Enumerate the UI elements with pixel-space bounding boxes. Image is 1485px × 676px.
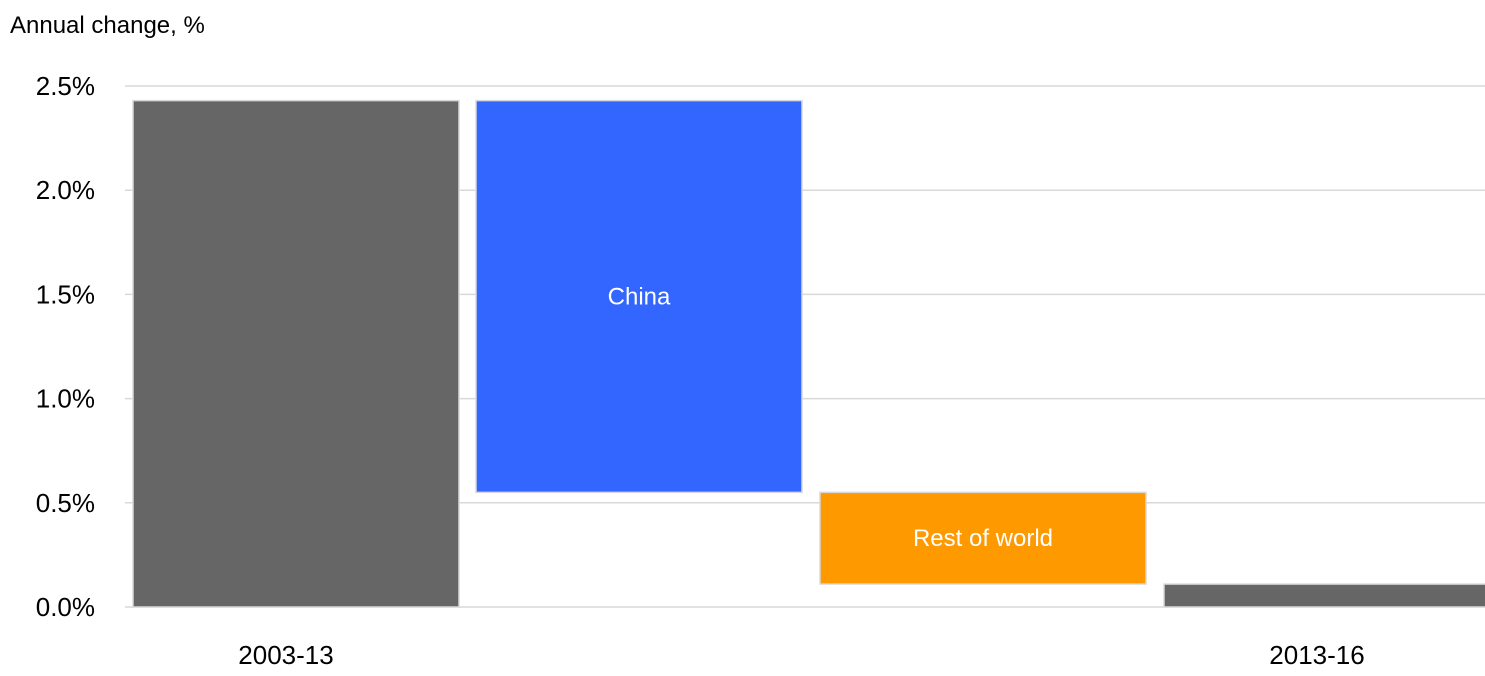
y-axis-ticks: 0.0% 0.5% 1.0% 1.5% 2.0% 2.5% <box>36 71 95 622</box>
bar-label: China <box>608 283 671 310</box>
bars <box>132 99 1485 608</box>
x-axis-ticks: 2003-13 2013-16 <box>238 640 1364 670</box>
x-tick-label: 2013-16 <box>1269 640 1364 670</box>
y-tick-label: 0.5% <box>36 488 95 518</box>
bar-label: Rest of world <box>913 525 1053 552</box>
y-axis-title: Annual change, % <box>10 12 205 39</box>
x-tick-label: 2003-13 <box>238 640 333 670</box>
y-tick-label: 2.5% <box>36 71 95 101</box>
y-tick-label: 2.0% <box>36 175 95 205</box>
y-tick-label: 1.0% <box>36 384 95 414</box>
y-tick-label: 1.5% <box>36 279 95 309</box>
y-tick-label: 0.0% <box>36 592 95 622</box>
bar-china <box>475 99 803 494</box>
bar-2013-16 <box>1163 583 1485 608</box>
bar-labels: China Rest of world <box>608 283 1053 552</box>
bar-rest-of-world <box>819 491 1147 585</box>
bar-2003-13 <box>132 99 460 608</box>
